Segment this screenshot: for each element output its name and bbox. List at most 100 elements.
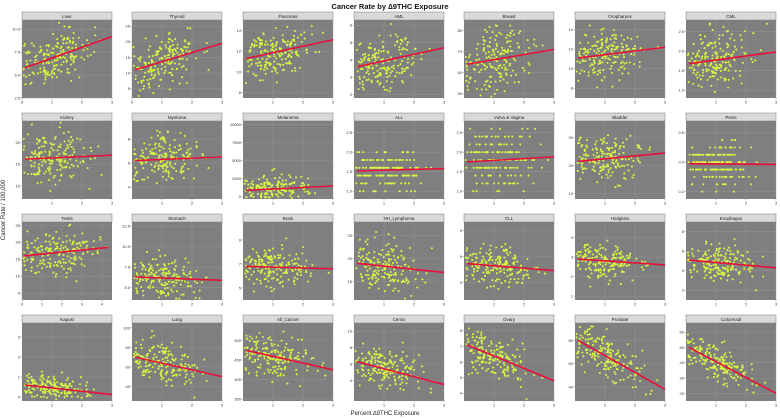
data-point [761,255,764,258]
data-point [579,177,582,180]
data-point [591,45,594,48]
data-point [408,158,411,162]
data-point [62,42,65,45]
x-tick-label: 1 [383,201,386,206]
data-point [397,290,400,293]
y-tick-label: 2 [682,288,685,293]
data-point [72,40,75,43]
data-point [164,352,167,355]
data-point [586,139,589,142]
x-tick-label: 2 [302,201,305,206]
data-point [75,242,78,245]
data-point [603,50,606,54]
data-point [724,68,727,71]
data-point [388,90,391,93]
data-point [248,59,251,62]
data-point [577,250,580,254]
data-point [133,352,136,355]
data-point [149,78,152,81]
data-point [256,57,259,60]
data-point [510,174,513,177]
data-point [164,69,167,72]
data-point [725,161,728,164]
data-point [85,246,88,250]
data-point [277,254,280,257]
data-point [272,270,275,273]
data-point [42,395,45,398]
x-tick-label: 3 [332,201,335,206]
data-point [278,55,282,58]
data-point [620,61,623,65]
data-point [72,165,75,168]
data-point [57,261,60,264]
data-point [602,165,605,168]
data-point [187,153,190,156]
data-point [70,141,73,144]
data-point [281,261,284,264]
data-point [405,66,408,69]
data-point [505,61,508,64]
data-point [285,270,288,273]
data-point [600,176,603,179]
data-point [171,39,174,43]
data-point [150,336,153,339]
data-point [26,247,30,250]
data-point [259,41,262,44]
data-point [275,43,278,46]
data-point [28,74,31,77]
y-tick-label: 20 [348,256,353,261]
data-point [69,175,72,178]
data-point [386,50,389,53]
data-point [267,55,270,58]
data-point [599,148,602,151]
data-point [158,351,161,354]
strip-label: Kaposi [60,317,74,322]
x-tick-label: 2 [745,100,748,105]
data-point [267,337,270,340]
data-point [691,66,694,69]
data-point [254,74,257,77]
data-point [594,265,597,268]
strip-label: Oropharynx [608,14,632,19]
data-point [607,270,610,273]
data-point [489,251,492,254]
data-point [467,256,470,259]
data-point [595,40,598,44]
data-point [246,353,249,356]
data-point [76,395,79,398]
data-point [601,41,604,44]
data-point [613,41,616,44]
data-point [29,156,32,159]
data-point [361,182,364,185]
data-point [383,88,386,91]
data-point [702,254,705,257]
data-point [63,153,66,156]
data-point [721,266,724,269]
data-point [577,255,580,258]
data-point [716,67,719,70]
data-point [256,64,259,67]
trend-line [245,265,334,270]
data-point [94,26,97,29]
data-point [158,280,161,283]
data-point [725,260,728,263]
data-point [57,145,60,148]
data-point [170,176,173,180]
data-point [286,25,289,28]
data-point [148,143,151,146]
data-point [267,261,270,264]
data-point [707,249,710,252]
data-point [749,183,752,186]
data-point [300,265,303,268]
data-point [734,268,738,271]
data-point [182,265,186,268]
data-point [602,69,605,72]
data-point [46,70,49,74]
x-tick-label: 2 [191,100,194,105]
trend-line [245,349,334,371]
data-point [641,260,644,263]
data-point [278,282,281,285]
data-point [623,67,626,70]
data-point [733,45,737,48]
